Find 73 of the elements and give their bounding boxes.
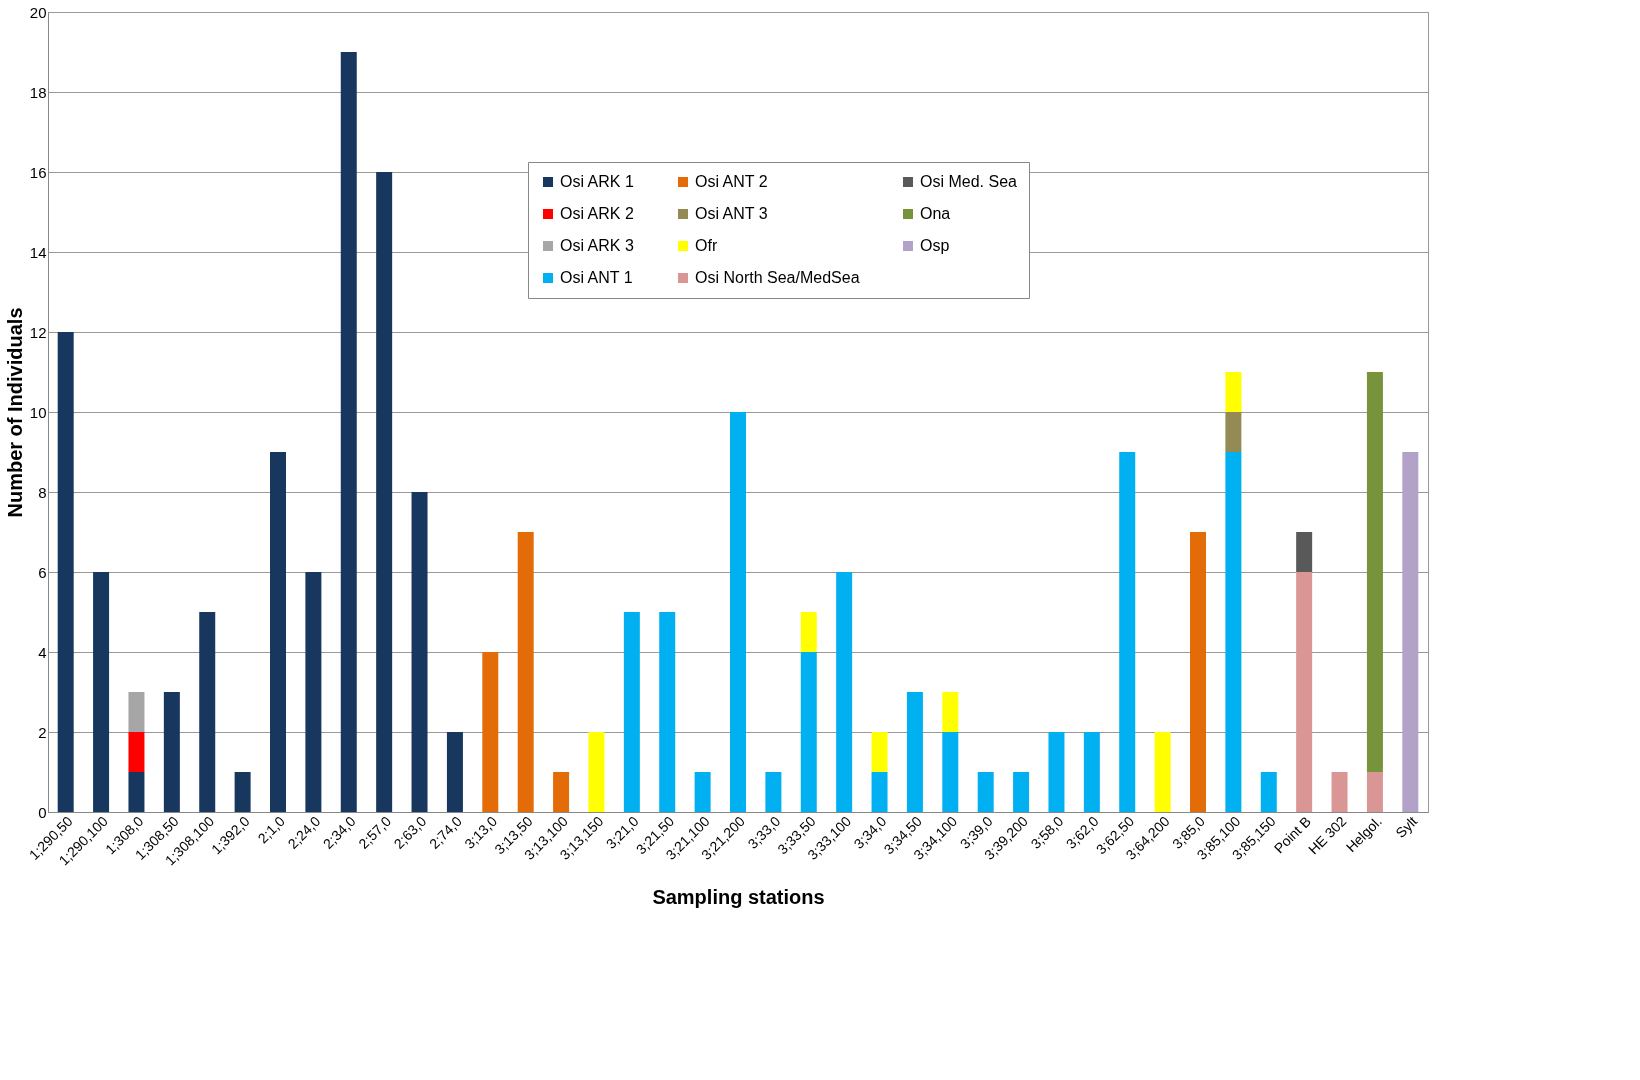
bar (730, 412, 746, 812)
bar (446, 732, 463, 812)
bar (694, 772, 711, 812)
y-tick-label: 2 (38, 723, 47, 741)
x-tick-label: Sylt (1392, 813, 1421, 841)
bar (270, 452, 286, 812)
bar (1296, 572, 1313, 812)
bar (977, 772, 994, 812)
bar (1225, 452, 1242, 812)
bar (411, 492, 428, 812)
bar (1296, 532, 1313, 572)
y-tick-label: 12 (29, 323, 47, 341)
legend-label: Osi ARK 1 (560, 173, 634, 190)
bar (906, 692, 923, 812)
bar (836, 572, 853, 812)
bar (1154, 732, 1171, 812)
y-tick-label: 10 (29, 403, 47, 421)
bar (1331, 772, 1348, 812)
y-tick-label: 20 (29, 3, 47, 21)
legend-label: Ofr (695, 237, 718, 254)
bar (659, 612, 676, 812)
bar (517, 532, 534, 812)
legend-label: Osi ANT 2 (695, 173, 768, 190)
bar (1402, 452, 1419, 812)
bar (57, 332, 74, 812)
bar (1225, 412, 1242, 452)
bar (376, 172, 393, 812)
legend-label: Osi ANT 1 (560, 269, 633, 286)
y-tick-label: 4 (38, 643, 47, 661)
y-axis-title: Number of Individuals (3, 307, 26, 518)
legend-label: Osi Med. Sea (920, 173, 1018, 190)
bar (942, 692, 959, 732)
bar (942, 732, 959, 812)
bar (234, 772, 251, 812)
bar (128, 692, 145, 732)
x-axis-title: Sampling stations (652, 886, 825, 909)
bar (163, 692, 180, 812)
bar (800, 612, 817, 652)
y-tick-label: 8 (38, 483, 47, 501)
y-tick-label: 16 (29, 163, 47, 181)
bar (623, 612, 640, 812)
bar (588, 732, 605, 812)
bar (128, 732, 145, 772)
y-tick-label: 0 (38, 803, 47, 821)
bar (1225, 372, 1242, 412)
bar (1190, 532, 1206, 812)
bar (1119, 452, 1136, 812)
y-tick-label: 14 (29, 243, 47, 261)
legend-label: Osi North Sea/MedSea (695, 269, 860, 286)
bar (765, 772, 782, 812)
bar (1083, 732, 1100, 812)
bar (871, 732, 888, 772)
bar (199, 612, 216, 812)
legend-label: Osp (920, 237, 950, 254)
bar (1260, 772, 1277, 812)
bar (553, 772, 570, 812)
y-tick-label: 6 (38, 563, 47, 581)
bar (1366, 772, 1383, 812)
bar (128, 772, 145, 812)
bar (1048, 732, 1065, 812)
legend-label: Osi ARK 3 (560, 237, 634, 254)
legend-label: Osi ANT 3 (695, 205, 768, 222)
bar (871, 772, 888, 812)
legend-label: Ona (920, 205, 951, 222)
bar (340, 52, 357, 812)
y-tick-label: 18 (29, 83, 47, 101)
bar (93, 572, 110, 812)
bar (305, 572, 322, 812)
bar (1013, 772, 1030, 812)
bar (800, 652, 817, 812)
bar (482, 652, 499, 812)
legend-label: Osi ARK 2 (560, 205, 634, 222)
bar (1366, 372, 1383, 772)
